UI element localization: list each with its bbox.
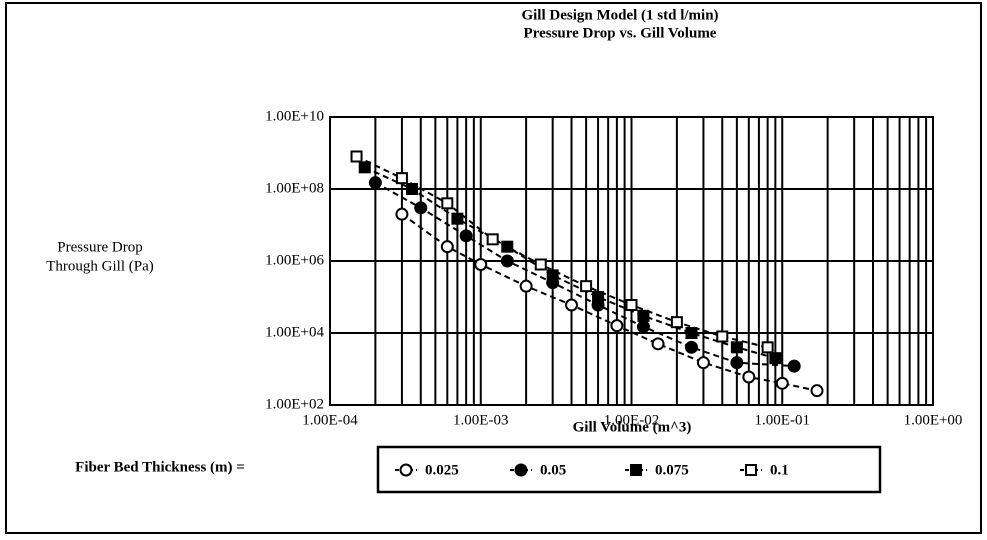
- marker: [440, 240, 454, 254]
- legend-label: 0.025: [425, 462, 459, 478]
- marker: [610, 319, 624, 333]
- series-line: [364, 166, 776, 360]
- marker: [769, 352, 782, 365]
- marker: [730, 341, 743, 354]
- marker: [565, 298, 579, 312]
- y-axis-label: Pressure Drop: [57, 239, 142, 255]
- marker: [630, 464, 642, 476]
- y-tick-label: 1.00E+04: [265, 324, 324, 340]
- marker: [514, 463, 528, 477]
- x-tick-label: 1.00E-01: [755, 412, 810, 428]
- marker: [358, 161, 371, 174]
- x-tick-label: 1.00E-04: [302, 412, 358, 428]
- marker: [474, 257, 488, 271]
- y-tick-label: 1.00E+08: [265, 180, 324, 196]
- marker: [414, 201, 428, 215]
- marker: [684, 340, 698, 354]
- marker: [500, 254, 514, 268]
- legend-label: 0.075: [655, 462, 689, 478]
- marker: [742, 370, 756, 384]
- marker: [810, 384, 824, 398]
- series-line: [374, 181, 795, 368]
- frame: [5, 2, 982, 534]
- x-tick-label: 1.00E+00: [904, 412, 963, 428]
- x-axis-label: Gill Volume (m^3): [573, 419, 692, 435]
- marker: [486, 233, 499, 246]
- legend-label: 0.05: [540, 462, 566, 478]
- marker: [730, 356, 744, 370]
- marker: [775, 376, 789, 390]
- legend-title: Fiber Bed Thickness (m) =: [75, 459, 245, 475]
- marker: [546, 269, 559, 282]
- marker: [459, 229, 473, 243]
- chart-subtitle: Pressure Drop vs. Gill Volume: [524, 25, 717, 41]
- y-axis-label: Through Gill (Pa): [46, 258, 153, 274]
- y-tick-label: 1.00E+10: [265, 108, 324, 124]
- marker: [592, 291, 605, 303]
- marker: [519, 279, 533, 293]
- marker: [395, 207, 409, 221]
- marker: [625, 298, 638, 311]
- marker: [685, 327, 698, 339]
- marker: [350, 150, 363, 163]
- marker: [580, 280, 593, 293]
- marker: [441, 197, 454, 210]
- legend-box: [376, 445, 882, 494]
- marker: [745, 464, 757, 476]
- marker: [534, 258, 547, 271]
- chart-title: Gill Design Model (1 std l/min): [521, 7, 718, 23]
- marker: [761, 341, 774, 354]
- marker: [787, 359, 801, 373]
- x-tick-label: 1.00E-03: [453, 412, 508, 428]
- marker: [501, 240, 514, 253]
- marker: [368, 176, 382, 190]
- marker: [716, 330, 729, 343]
- legend-label: 0.1: [770, 462, 789, 478]
- y-tick-label: 1.00E+02: [265, 396, 324, 412]
- marker: [399, 463, 413, 477]
- marker: [651, 337, 665, 351]
- x-tick-label: 1.00E-02: [604, 412, 659, 428]
- marker: [451, 212, 464, 225]
- y-tick-label: 1.00E+06: [265, 252, 324, 268]
- series-line: [356, 155, 768, 349]
- marker: [636, 320, 650, 334]
- marker: [670, 316, 683, 329]
- marker: [637, 309, 650, 322]
- marker: [395, 172, 408, 185]
- marker: [696, 356, 710, 370]
